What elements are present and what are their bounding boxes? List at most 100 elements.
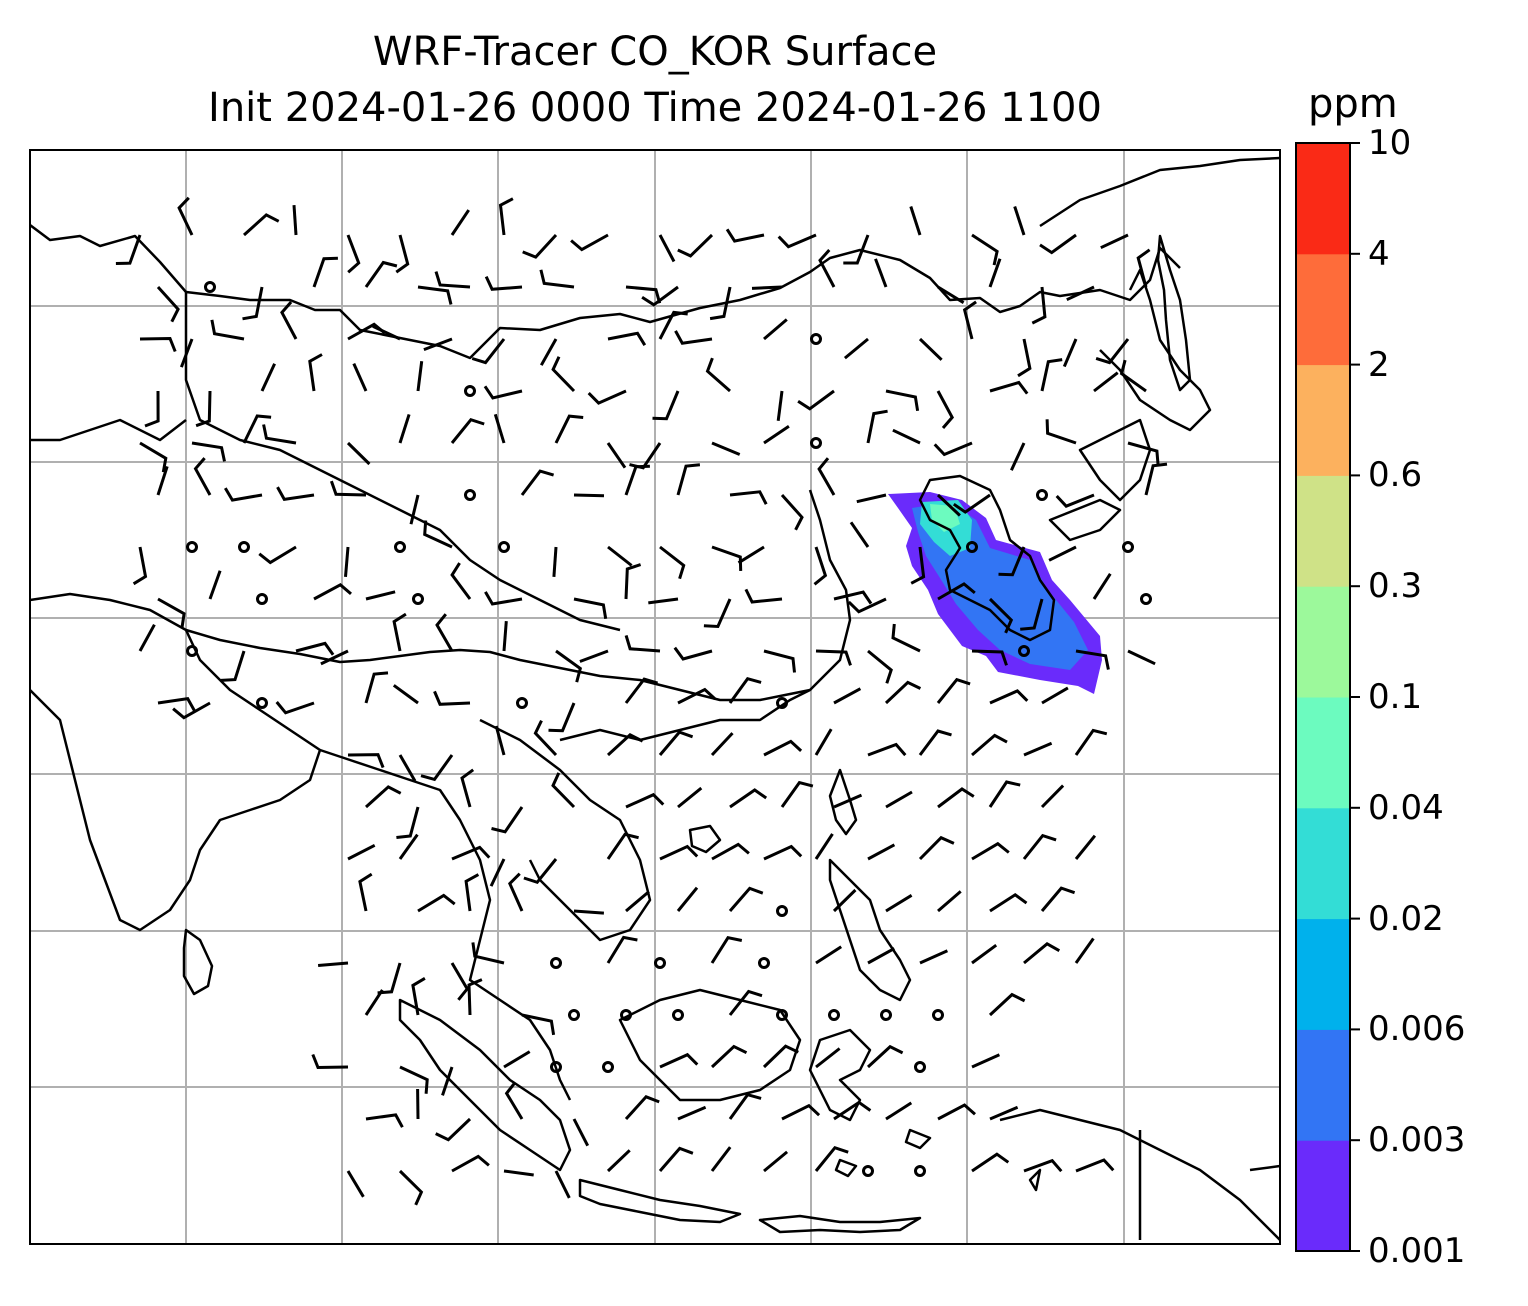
wind-barb xyxy=(156,465,169,496)
wind-barb xyxy=(843,337,869,360)
wind-barb xyxy=(624,464,650,496)
calm-wind-marker xyxy=(186,645,198,657)
calm-wind-marker xyxy=(256,593,268,605)
wind-barb xyxy=(539,269,575,289)
wind-barb xyxy=(423,520,453,549)
wind-barb xyxy=(674,330,713,345)
wind-barb xyxy=(709,286,732,321)
wind-barb xyxy=(1055,493,1095,508)
wind-barb xyxy=(191,441,226,462)
wind-barb xyxy=(242,286,264,321)
wind-barb xyxy=(420,754,454,782)
wind-barb xyxy=(910,546,926,585)
wind-barb xyxy=(377,962,402,995)
wind-barb xyxy=(392,684,419,705)
colorbar xyxy=(1295,142,1360,1252)
wind-barb xyxy=(395,234,410,274)
wind-barb xyxy=(398,833,419,860)
wind-barb xyxy=(1119,359,1147,393)
wind-barb xyxy=(659,545,686,580)
wind-barb xyxy=(606,732,644,757)
wind-barb xyxy=(311,1053,349,1070)
wind-barb xyxy=(392,612,407,652)
wind-barb xyxy=(460,768,475,808)
wind-barb xyxy=(139,336,177,353)
wind-barb xyxy=(138,623,156,652)
wind-barb xyxy=(606,832,639,860)
calm-wind-marker xyxy=(464,385,476,397)
wind-barb xyxy=(416,361,424,392)
wind-barb xyxy=(937,890,962,913)
calm-wind-marker xyxy=(1036,489,1048,501)
wind-barb xyxy=(295,641,335,656)
wind-barb xyxy=(1092,572,1112,600)
calm-wind-marker xyxy=(776,1009,788,1021)
wind-barb xyxy=(450,417,485,444)
wind-barb xyxy=(579,649,609,663)
wind-barb xyxy=(508,872,524,912)
wind-barb xyxy=(763,424,790,445)
wind-barb xyxy=(751,285,783,290)
wind-barb xyxy=(346,234,361,274)
colorbar-tick-label: 0.001 xyxy=(1368,1231,1466,1271)
wind-barb xyxy=(195,390,212,428)
wind-barb xyxy=(398,1169,424,1206)
wind-barb xyxy=(220,650,246,682)
wind-barb xyxy=(483,385,523,400)
wind-barb xyxy=(1075,649,1110,670)
wind-barb xyxy=(347,843,376,861)
wind-barb xyxy=(815,649,852,666)
wind-barb xyxy=(551,356,576,393)
wind-barb xyxy=(1020,598,1044,631)
calm-wind-marker xyxy=(238,541,250,553)
wind-barb xyxy=(260,363,276,392)
calm-wind-marker xyxy=(880,1009,892,1021)
wind-barb xyxy=(1048,545,1077,562)
colorbar-tick-label: 0.3 xyxy=(1368,566,1423,607)
wind-barb xyxy=(909,206,922,236)
wind-barb xyxy=(1040,358,1063,392)
wind-barb xyxy=(937,787,975,809)
wind-barb xyxy=(624,563,642,600)
wind-barb xyxy=(398,754,417,782)
co-tracer-plume xyxy=(888,492,1102,694)
wind-barb xyxy=(763,739,803,757)
wind-barb xyxy=(1041,686,1069,705)
wind-barb xyxy=(884,680,922,705)
wind-barb xyxy=(139,441,168,473)
calm-wind-marker xyxy=(412,593,424,605)
wind-barb xyxy=(242,213,280,237)
wind-barb xyxy=(450,209,470,236)
wind-barb xyxy=(504,1081,524,1120)
wind-barb xyxy=(587,389,627,405)
map-title-line1: WRF-Tracer CO_KOR Surface xyxy=(372,29,938,75)
wind-barb xyxy=(1040,784,1065,809)
wind-barb xyxy=(625,890,650,913)
wind-barb xyxy=(989,380,1029,395)
wind-barb xyxy=(885,790,913,809)
wind-barb xyxy=(172,701,211,720)
wind-barb xyxy=(313,582,352,601)
wind-barb xyxy=(177,196,194,236)
wind-barb xyxy=(988,258,1002,288)
wind-barb xyxy=(132,546,148,586)
wind-barb xyxy=(659,1052,699,1069)
calm-wind-marker xyxy=(394,541,406,553)
wind-barb xyxy=(1013,206,1026,236)
wind-barb xyxy=(892,428,921,445)
wind-barb xyxy=(208,570,222,600)
colorbar-segment xyxy=(1296,807,1350,920)
wind-barb xyxy=(1127,441,1160,466)
calm-wind-marker xyxy=(1122,541,1134,553)
wind-barb xyxy=(396,806,420,839)
calm-wind-marker xyxy=(776,905,788,917)
wind-barb xyxy=(157,597,186,628)
wind-barb xyxy=(607,331,647,346)
wind-barb xyxy=(832,888,857,913)
wind-barb xyxy=(539,338,558,366)
wind-barb xyxy=(441,1066,454,1096)
wind-barb xyxy=(762,1044,799,1069)
wind-barb xyxy=(971,733,1008,757)
wind-barb xyxy=(998,546,1026,577)
wind-barb xyxy=(971,649,1008,666)
